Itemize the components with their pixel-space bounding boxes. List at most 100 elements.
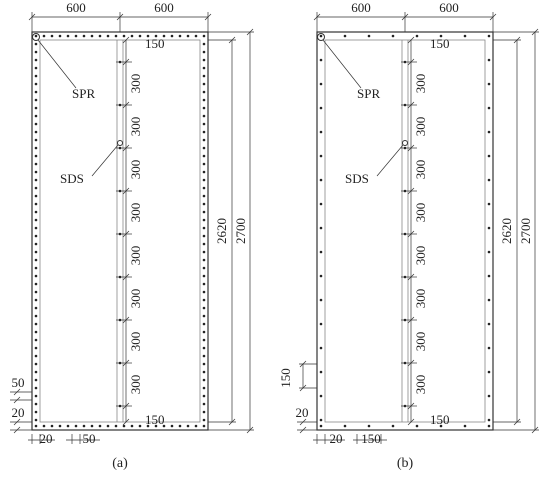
line: [122, 402, 130, 410]
screw: [186, 424, 190, 428]
screw: [34, 162, 38, 166]
outer-frame: [31, 31, 209, 431]
line: [122, 316, 130, 324]
callout: SPR: [357, 86, 380, 101]
screw: [415, 424, 419, 428]
line: [407, 58, 415, 66]
line: [407, 144, 415, 152]
screw: [403, 275, 407, 279]
dimension-label: 150: [145, 36, 165, 51]
screw: [487, 226, 491, 230]
spr-marker: [32, 33, 40, 41]
screw: [34, 58, 38, 62]
screw: [202, 266, 206, 270]
dimension-label: 2700: [518, 218, 533, 244]
screw: [487, 34, 491, 38]
screw: [319, 424, 323, 428]
screw: [34, 226, 38, 230]
screw: [367, 424, 371, 428]
screw: [391, 34, 395, 38]
screw: [34, 362, 38, 366]
screw: [439, 34, 443, 38]
screw: [487, 274, 491, 278]
screw: [34, 266, 38, 270]
screw: [118, 232, 122, 236]
screw: [118, 146, 122, 150]
screw: [202, 346, 206, 350]
screw: [202, 234, 206, 238]
screw: [487, 106, 491, 110]
line: [313, 13, 321, 21]
line: [299, 418, 307, 426]
line: [407, 418, 415, 426]
dimension-label: 150: [430, 412, 450, 427]
screw: [34, 218, 38, 222]
line: [122, 36, 130, 44]
screw: [202, 34, 206, 38]
screw: [202, 330, 206, 334]
screw: [162, 424, 166, 428]
screw: [319, 226, 323, 230]
screw: [391, 424, 395, 428]
screw: [319, 202, 323, 206]
screw: [118, 361, 122, 365]
dimension-label: 300: [413, 203, 428, 223]
screw: [202, 98, 206, 102]
dimension-label: 2620: [499, 218, 514, 244]
screw: [34, 138, 38, 142]
line: [116, 13, 124, 21]
callout: SDS: [345, 171, 369, 186]
screw: [34, 42, 38, 46]
screw: [34, 82, 38, 86]
screw: [487, 82, 491, 86]
screw: [319, 394, 323, 398]
outer-frame: [316, 31, 494, 431]
screw: [319, 250, 323, 254]
dimension-label: 20: [12, 405, 25, 420]
dimension-label: 300: [128, 74, 143, 94]
sds-marker: [117, 140, 123, 146]
screw: [319, 82, 323, 86]
screw: [118, 189, 122, 193]
screw: [202, 154, 206, 158]
line: [122, 187, 130, 195]
screw: [202, 90, 206, 94]
inner-frame: [324, 39, 486, 423]
screw: [202, 50, 206, 54]
screw: [114, 34, 118, 38]
screw: [34, 178, 38, 182]
dimension-label: 300: [128, 246, 143, 266]
dimension-label: 600: [66, 0, 86, 15]
screw: [202, 290, 206, 294]
screw: [194, 34, 198, 38]
line: [376, 144, 404, 177]
callout: SPR: [72, 86, 95, 101]
screw: [202, 106, 206, 110]
screw: [34, 322, 38, 326]
screw: [319, 370, 323, 374]
screw: [34, 378, 38, 382]
screw: [487, 298, 491, 302]
screw: [415, 34, 419, 38]
screw: [319, 274, 323, 278]
screw: [202, 210, 206, 214]
screw: [487, 58, 491, 62]
screw: [34, 114, 38, 118]
screw: [34, 146, 38, 150]
screw: [487, 370, 491, 374]
screw: [403, 361, 407, 365]
screw: [202, 306, 206, 310]
dimension-label: 150: [430, 36, 450, 51]
screw: [202, 186, 206, 190]
screw: [130, 34, 134, 38]
screw: [34, 98, 38, 102]
screw: [202, 322, 206, 326]
screw: [34, 74, 38, 78]
line: [13, 426, 21, 434]
dimension-label: 300: [413, 289, 428, 309]
screw: [162, 34, 166, 38]
screw: [319, 106, 323, 110]
screw: [319, 130, 323, 134]
screw: [487, 130, 491, 134]
line: [407, 273, 415, 281]
